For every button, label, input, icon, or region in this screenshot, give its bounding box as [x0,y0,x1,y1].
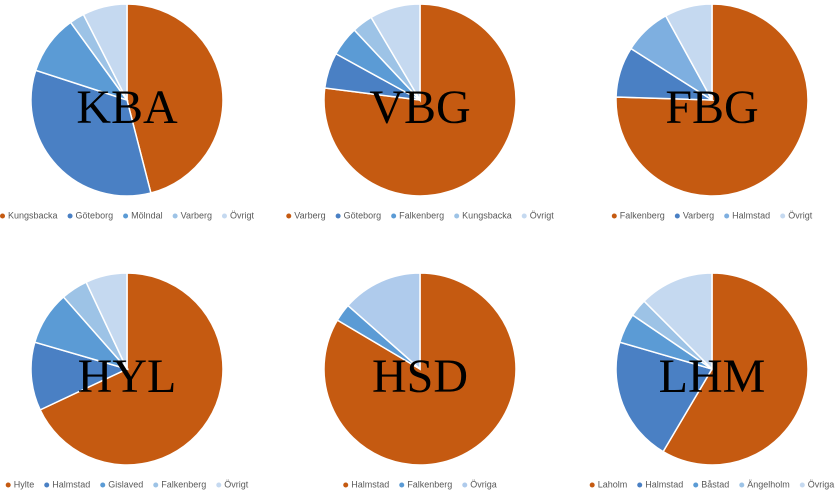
legend-label: Kungsbacka [462,210,512,220]
legend-marker [724,213,730,219]
legend-label: Övrigt [530,210,555,220]
pie-slice [370,3,421,103]
legend-label: Övriga [470,479,497,489]
legend-marker [123,213,129,219]
legend-label: Varberg [181,210,212,220]
legend-label: Övrigt [230,210,255,220]
pie-slice [615,3,809,197]
legend: Hylte Halmstad Gislaved Falkenberg Övrigt [5,479,249,489]
legend-marker [780,213,786,219]
legend-marker [739,482,745,488]
legend-marker [286,213,292,219]
legend-label: Falkenberg [620,210,665,220]
pie-slice [664,3,713,101]
legend-marker [637,482,643,488]
legend-label: Mölndal [131,210,163,220]
pie-slice [346,272,421,371]
pie-slice [30,69,152,197]
pie-slice [662,272,809,466]
legend: Laholm Halmstad Båstad Ängelholm Övriga [589,479,835,489]
legend-marker [153,482,159,488]
legend-marker [335,213,341,219]
chart-title: KBA [76,81,178,134]
legend-label: Ängelholm [747,479,790,489]
legend-label: Övrigt [224,479,249,489]
legend: Varberg Göteborg Falkenberg Kungsbacka Övrig… [286,210,554,220]
legend-label: Varberg [294,210,325,220]
legend-label: Falkenberg [407,479,452,489]
pie-slice [39,272,224,466]
legend-marker [589,482,595,488]
legend-label: Halmstad [732,210,770,220]
legend-label: Göteborg [344,210,382,220]
legend-label: Halmstad [645,479,683,489]
legend-label: Halmstad [52,479,90,489]
legend-marker [100,482,106,488]
chart-title: LHM [659,350,766,403]
legend-marker [216,482,222,488]
legend-label: Övriga [808,479,835,489]
legend-marker [521,213,527,219]
legend-label: Falkenberg [399,210,444,220]
legend-label: Båstad [701,479,729,489]
legend-marker [5,482,11,488]
legend-label: Hylte [14,479,35,489]
chart-title: VBG [369,81,470,134]
chart-title: HYL [78,350,177,403]
pie-slice [82,3,128,101]
legend: Kungsbacka Göteborg Mölndal Varberg Övrigt [0,210,254,220]
chart-title: FBG [665,81,758,134]
pie-slice [30,341,130,411]
legend-label: Kungsbacka [8,210,58,220]
legend-marker [611,213,617,219]
legend-marker [674,213,680,219]
pie-slice [615,341,714,453]
legend-marker [391,213,397,219]
legend-marker [454,213,460,219]
legend-label: Göteborg [76,210,114,220]
legend-label: Gislaved [108,479,143,489]
chart-title: HSD [372,350,468,403]
legend-marker [399,482,405,488]
legend-marker [67,213,73,219]
legend-label: Övrigt [788,210,813,220]
legend-marker [462,482,468,488]
legend-label: Varberg [683,210,714,220]
legend-marker [799,482,805,488]
legend: Falkenberg Varberg Halmstad Övrigt [611,210,813,220]
pie-slice [643,272,713,371]
legend: Halmstad Falkenberg Övriga [343,479,497,489]
legend-marker [44,482,50,488]
legend-label: Falkenberg [161,479,206,489]
legend-marker [0,213,6,219]
legend-label: Laholm [598,479,628,489]
pie-slice [126,3,224,194]
pie-slice [85,272,128,370]
legend-marker [221,213,227,219]
legend-label: Halmstad [351,479,389,489]
legend-marker [172,213,178,219]
legend-marker [693,482,699,488]
legend-marker [343,482,349,488]
